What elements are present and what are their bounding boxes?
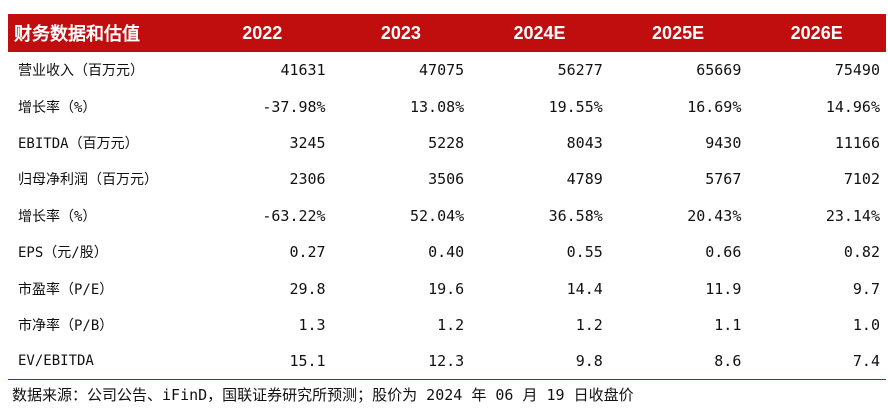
table-cell: 3506 (428, 170, 465, 189)
table-cell: 7102 (843, 170, 880, 189)
row-label: EBITDA（百万元） (18, 135, 139, 152)
table-row: 市净率（P/B） 1.3 1.2 1.2 1.1 1.0 (8, 307, 886, 343)
table-cell: 56277 (557, 61, 603, 80)
table-cell: 16.69% (687, 97, 742, 116)
row-label: EPS（元/股） (18, 245, 108, 262)
table-row: 营业收入（百万元） 41631 47075 56277 65669 75490 (8, 52, 886, 88)
table-cell: 1.2 (575, 315, 603, 334)
table-row: 增长率（%） -37.98% 13.08% 19.55% 16.69% 14.9… (8, 88, 886, 124)
table-cell: 7.4 (747, 343, 886, 381)
table-row: EV/EBITDA 15.1 12.3 9.8 8.6 7.4 (8, 343, 886, 381)
table-cell: 0.55 (566, 243, 603, 262)
table-cell: 23.14% (825, 206, 880, 225)
table-cell: 9.7 (852, 279, 880, 298)
table-row: 增长率（%） -63.22% 52.04% 36.58% 20.43% 23.1… (8, 198, 886, 234)
table-cell: 2306 (289, 170, 326, 189)
row-label: EV/EBITDA (8, 343, 193, 381)
table-row: 市盈率（P/E） 29.8 19.6 14.4 11.9 9.7 (8, 270, 886, 306)
table-cell: 4789 (566, 170, 603, 189)
table-cell: 8043 (566, 133, 603, 152)
table-cell: 47075 (419, 61, 465, 80)
table-cell: 11166 (834, 133, 880, 152)
header-year-2025e: 2025E (652, 22, 705, 43)
table-cell: 9.8 (470, 343, 609, 381)
row-label: 增长率（%） (18, 208, 97, 225)
table-cell: 9430 (705, 133, 742, 152)
table-cell: 52.04% (410, 206, 465, 225)
header-year-2023: 2023 (380, 22, 421, 43)
table-row: EPS（元/股） 0.27 0.40 0.55 0.66 0.82 (8, 234, 886, 270)
table-row: EBITDA（百万元） 3245 5228 8043 9430 11166 (8, 125, 886, 161)
table-cell: 13.08% (410, 97, 465, 116)
table-cell: 5228 (428, 133, 465, 152)
table-cell: 41631 (280, 61, 326, 80)
table-cell: 15.1 (193, 343, 332, 381)
header-label: 财务数据和估值 (14, 24, 140, 44)
table-cell: 36.58% (548, 206, 603, 225)
table-cell: 0.40 (428, 243, 465, 262)
table-cell: 8.6 (608, 343, 748, 381)
table-body: 营业收入（百万元） 41631 47075 56277 65669 75490 … (8, 52, 886, 381)
table-cell: -63.22% (262, 206, 326, 225)
row-label: 归母净利润（百万元） (18, 172, 158, 189)
table-cell: 29.8 (289, 279, 326, 298)
table-cell: 1.0 (852, 315, 880, 334)
source-note: 数据来源：公司公告、iFinD，国联证券研究所预测；股价为 2024 年 06 … (12, 386, 634, 404)
row-label: 增长率（%） (18, 99, 97, 116)
table-cell: 12.3 (331, 343, 471, 381)
header-year-2026e: 2026E (790, 22, 843, 43)
table-cell: 14.96% (825, 97, 880, 116)
header-year-2022: 2022 (242, 22, 283, 43)
table-cell: 19.55% (548, 97, 603, 116)
table-row: 归母净利润（百万元） 2306 3506 4789 5767 7102 (8, 161, 886, 197)
table-cell: 75490 (834, 61, 880, 80)
table-cell: 1.2 (437, 315, 465, 334)
row-label: 营业收入（百万元） (18, 63, 144, 80)
financial-valuation-table: 财务数据和估值 2022 2023 2024E 2025E 2026E 营业收入… (8, 14, 886, 381)
header-row: 财务数据和估值 2022 2023 2024E 2025E 2026E (8, 14, 886, 52)
row-label: 市盈率（P/E） (18, 281, 114, 298)
table-header: 财务数据和估值 2022 2023 2024E 2025E 2026E (8, 14, 886, 52)
table-cell: 3245 (289, 133, 326, 152)
table-cell: 19.6 (428, 279, 465, 298)
table-cell: -37.98% (262, 97, 326, 116)
row-label: 市净率（P/B） (18, 317, 114, 334)
table-cell: 0.66 (705, 243, 742, 262)
table-cell: 1.3 (298, 315, 326, 334)
table-cell: 65669 (696, 61, 742, 80)
header-year-2024e: 2024E (513, 22, 566, 43)
table-cell: 11.9 (705, 279, 742, 298)
table-cell: 14.4 (566, 279, 603, 298)
table-cell: 0.27 (289, 243, 326, 262)
table-cell: 5767 (705, 170, 742, 189)
table-cell: 20.43% (687, 206, 742, 225)
table-cell: 1.1 (714, 315, 742, 334)
table-cell: 0.82 (843, 243, 880, 262)
